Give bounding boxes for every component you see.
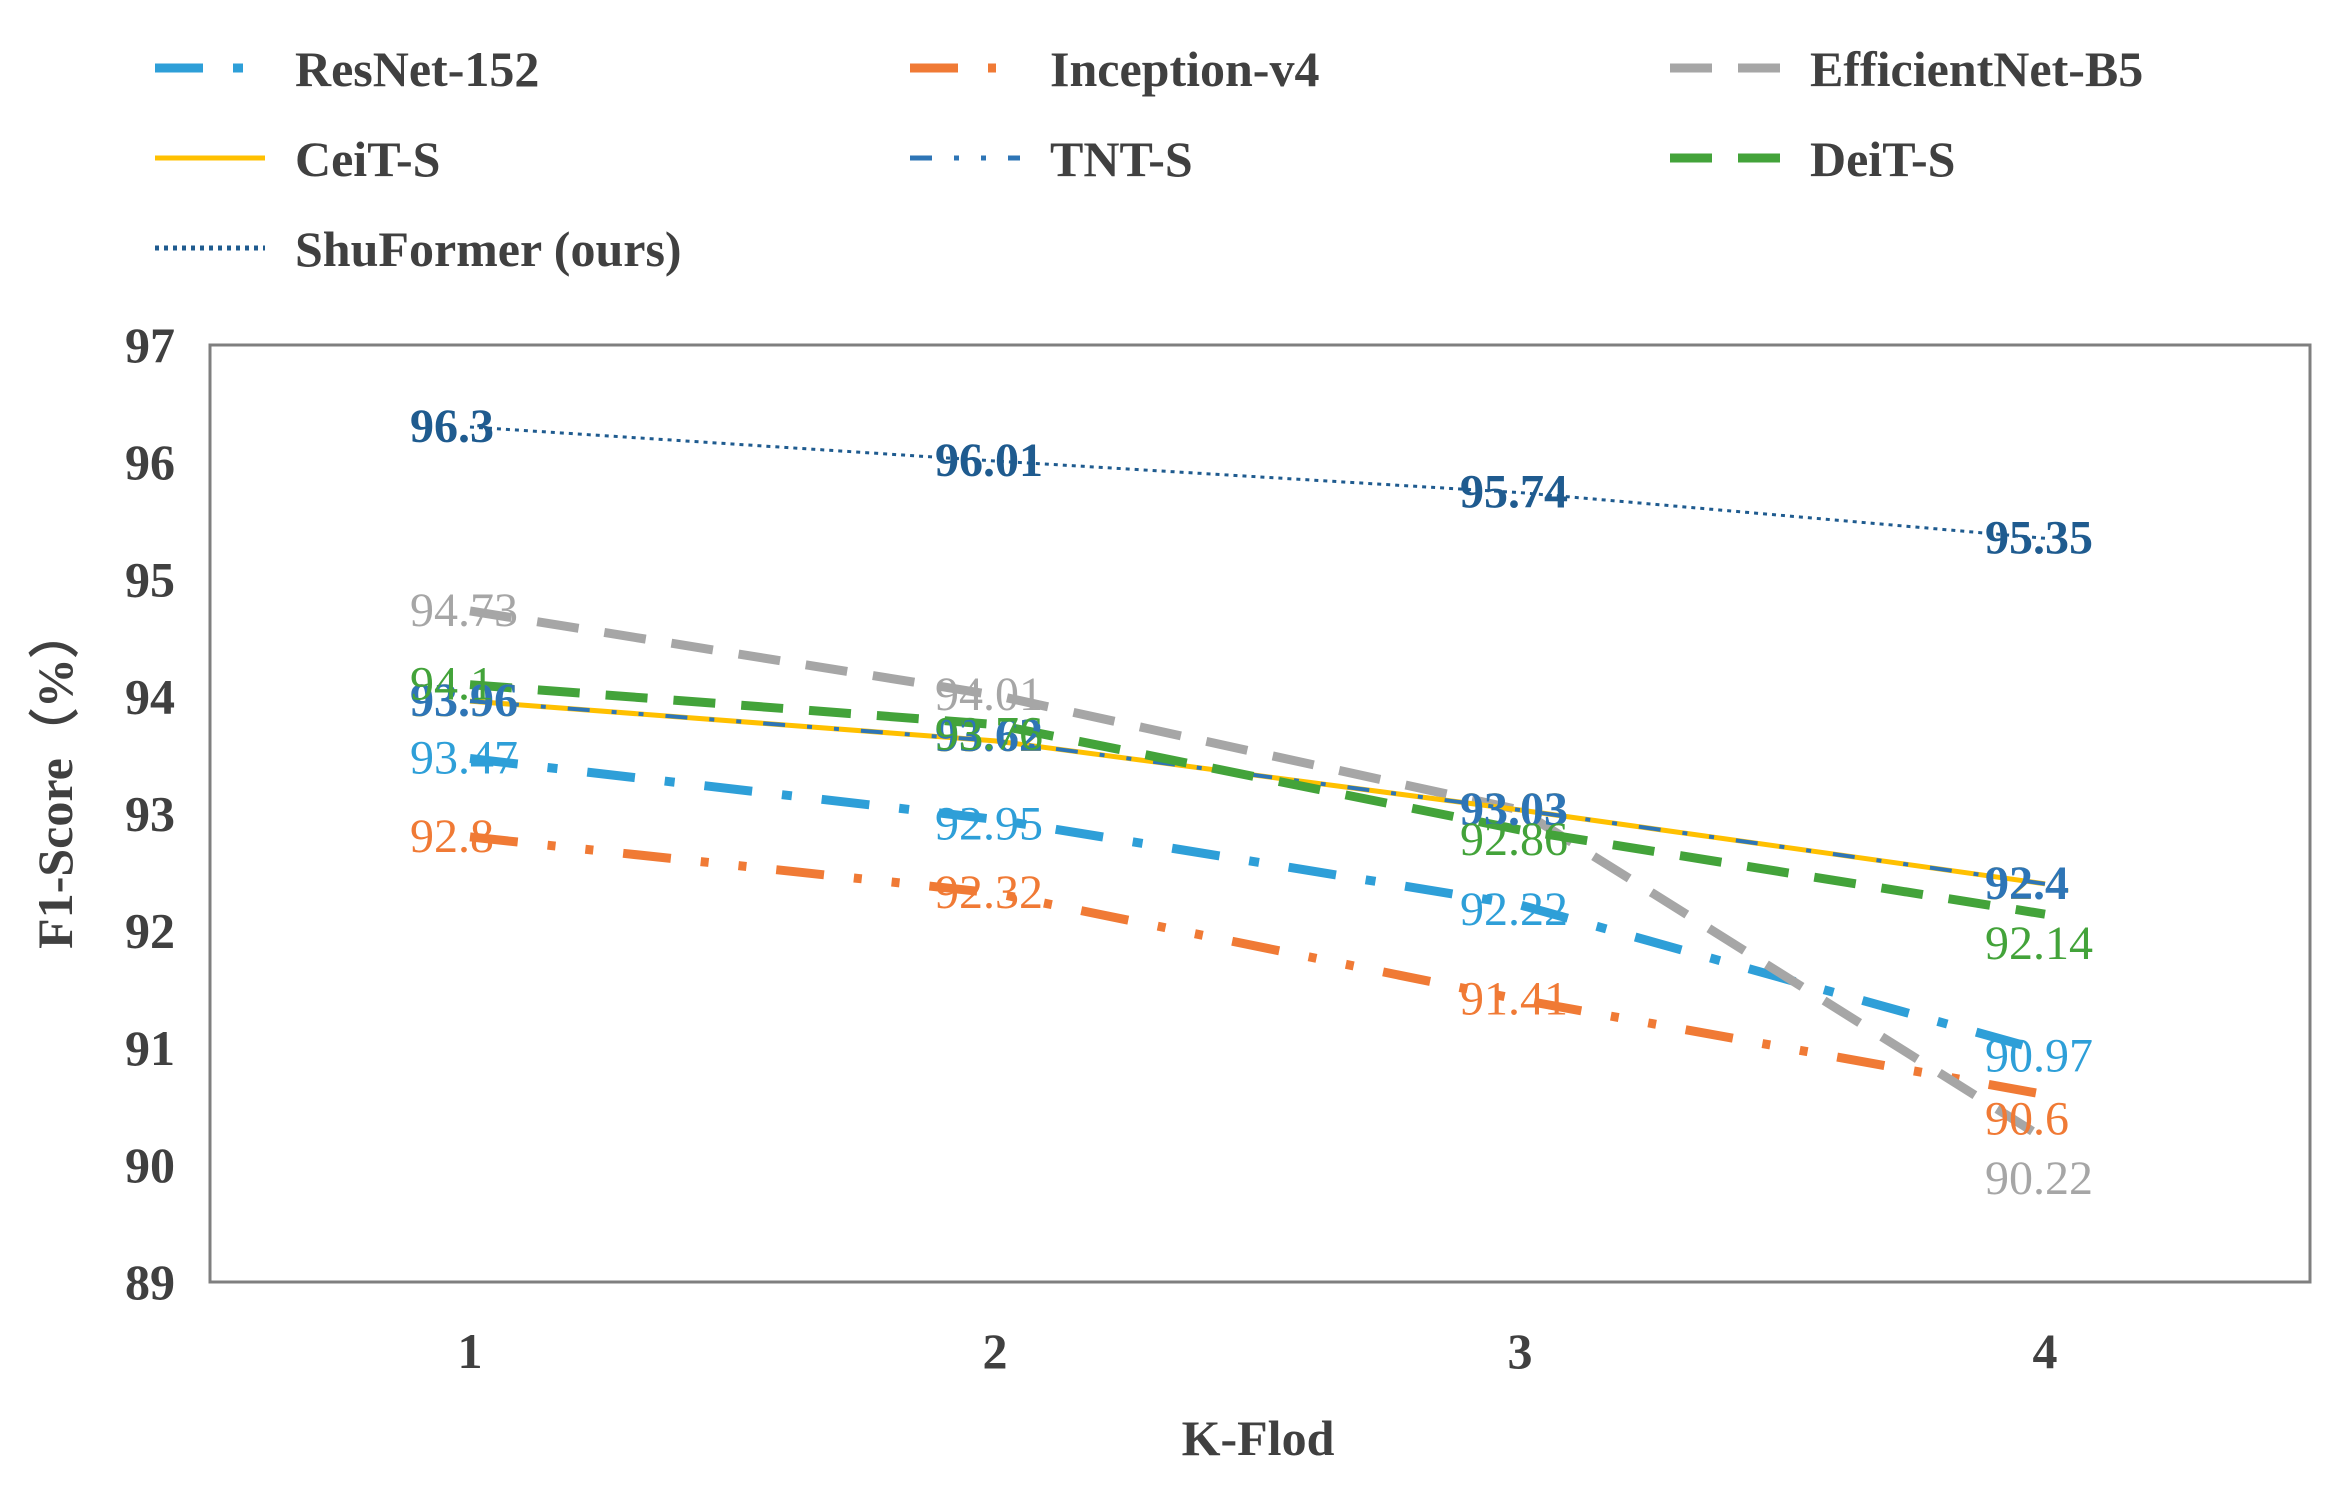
y-tick-label: 89 — [125, 1254, 175, 1310]
y-tick-label: 97 — [125, 317, 175, 373]
y-axis-title: F1-Score（%） — [27, 608, 83, 949]
data-label: 92.86 — [1460, 813, 1568, 866]
legend-label: Inception-v4 — [1050, 41, 1319, 97]
series-lines — [469, 425, 2048, 1143]
x-axis-ticks: 1 2 3 4 — [458, 1323, 2058, 1379]
legend-label: DeiT-S — [1810, 131, 1955, 187]
data-label: 95.74 — [1460, 466, 1568, 519]
x-tick-label: 2 — [983, 1323, 1008, 1379]
legend-label: ShuFormer (ours) — [295, 221, 682, 277]
y-tick-label: 93 — [125, 786, 175, 842]
legend-label: CeiT-S — [295, 131, 440, 187]
x-axis-title: K-Flod — [1182, 1410, 1335, 1466]
y-tick-label: 94 — [125, 668, 175, 724]
data-label: 93.03 — [1460, 783, 1568, 836]
data-labels: 93.47 92.95 92.22 90.97 92.8 92.32 91.41 90.6 94… — [410, 400, 2093, 1205]
data-label: 93.96 — [410, 674, 518, 727]
y-tick-label: 96 — [125, 434, 175, 490]
data-label: 92.95 — [935, 797, 1043, 850]
data-label: 92.8 — [410, 810, 494, 863]
series-line — [469, 832, 2046, 1100]
data-label: 94.73 — [410, 584, 518, 637]
data-label: 92.32 — [935, 866, 1043, 919]
data-label: 92.4 — [1985, 857, 2069, 910]
series-line — [469, 699, 2046, 886]
data-label: 90.22 — [1985, 1152, 2093, 1205]
y-tick-label: 92 — [125, 903, 175, 959]
series-line — [469, 606, 2048, 1143]
x-tick-label: 1 — [458, 1323, 483, 1379]
data-label: 96.01 — [935, 434, 1043, 487]
series-line — [469, 698, 2046, 887]
legend-label: ResNet-152 — [295, 41, 539, 97]
series-line — [469, 680, 2046, 919]
data-label: 94.01 — [935, 668, 1043, 721]
y-tick-label: 95 — [125, 551, 175, 607]
data-label: 91.41 — [1460, 973, 1568, 1026]
legend-label: EfficientNet-B5 — [1810, 41, 2143, 97]
data-label: 93.76 — [935, 707, 1043, 760]
data-label: 93.96 — [410, 674, 518, 727]
data-label: 93.62 — [935, 709, 1043, 762]
data-label: 93.03 — [1460, 783, 1568, 836]
data-label: 90.97 — [1985, 1029, 2093, 1082]
y-tick-label: 90 — [125, 1137, 175, 1193]
data-label: 93.47 — [410, 731, 518, 784]
data-label: 96.3 — [410, 400, 494, 453]
data-label: 90.6 — [1985, 1093, 2069, 1146]
data-label: 95.35 — [1985, 511, 2093, 564]
legend: ResNet-152 Inception-v4 EfficientNet-B5 Cei… — [155, 41, 2143, 277]
data-label: 93.03 — [1460, 783, 1568, 836]
legend-label: TNT-S — [1050, 131, 1193, 187]
data-label: 93.62 — [935, 709, 1043, 762]
series-line — [469, 754, 2047, 1056]
data-label: 92.14 — [1985, 917, 2093, 970]
x-tick-label: 4 — [2033, 1323, 2058, 1379]
x-tick-label: 3 — [1508, 1323, 1533, 1379]
series-line — [469, 425, 2046, 540]
y-axis-ticks: 97 96 95 94 93 92 91 90 89 — [125, 317, 175, 1310]
data-label: 92.22 — [1460, 883, 1568, 936]
data-label: 94.1 — [410, 658, 494, 711]
y-tick-label: 91 — [125, 1020, 175, 1076]
data-label: 92.4 — [1985, 857, 2069, 910]
plot-area — [208, 343, 2312, 1284]
